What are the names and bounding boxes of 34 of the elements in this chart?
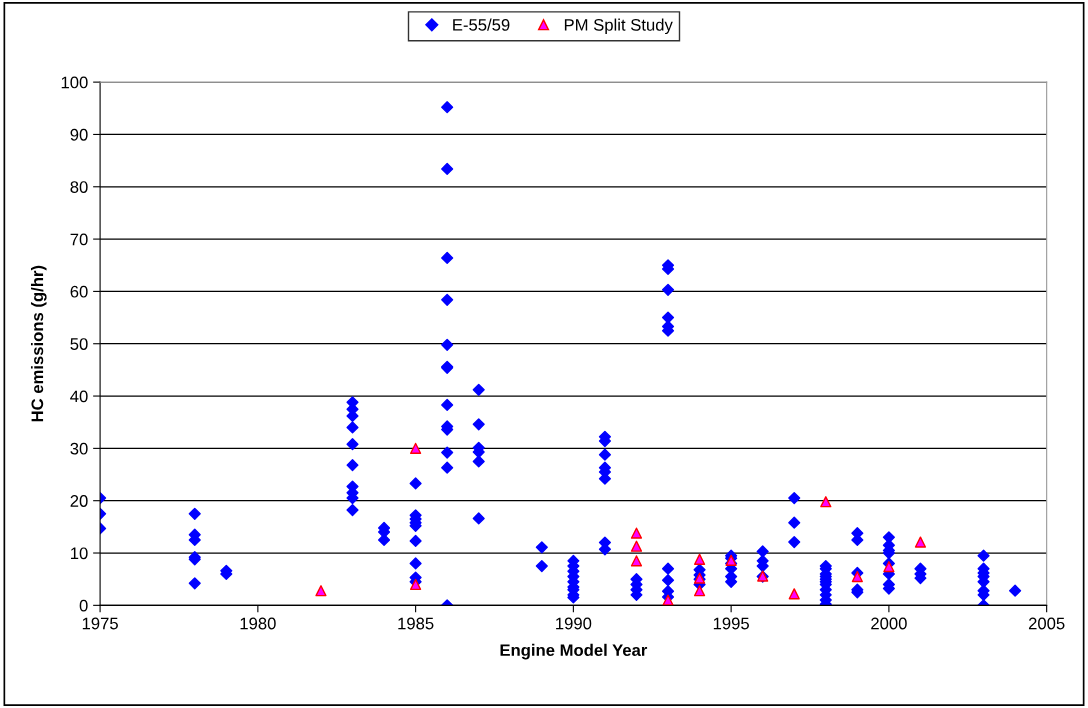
y-tick-label: 0 [79, 599, 88, 612]
point [630, 527, 643, 539]
x-tick-label: 1975 [82, 617, 118, 630]
x-axis-title: Engine Model Year [500, 643, 648, 660]
legend-label: PM Split Study [564, 18, 673, 35]
point [630, 540, 643, 552]
x-tick-label: 2005 [1028, 617, 1065, 630]
point [410, 442, 422, 454]
point [315, 585, 327, 597]
y-tick-label: 100 [61, 76, 88, 89]
y-tick-label: 50 [70, 338, 88, 350]
y-tick-label: 40 [70, 390, 88, 403]
y-tick-label: 30 [70, 442, 88, 455]
y-tick-label: 90 [70, 128, 88, 141]
y-axis-title: HC emissions (g/hr) [30, 265, 47, 422]
x-tick-label: 2000 [871, 617, 907, 630]
y-tick-label: 20 [70, 495, 88, 507]
point [630, 555, 643, 567]
x-tick-label: 1985 [398, 617, 434, 630]
point [914, 536, 927, 548]
y-tick-label: 80 [70, 181, 88, 193]
point [820, 496, 832, 508]
x-tick-label: 1990 [556, 617, 592, 630]
y-tick-label: 70 [70, 233, 88, 246]
point [883, 561, 895, 573]
point [788, 588, 800, 600]
y-tick-label: 60 [70, 285, 88, 298]
x-tick-label: 1980 [240, 617, 276, 630]
x-tick-label: 1995 [713, 617, 749, 630]
point [693, 553, 706, 565]
y-tick-label: 10 [71, 547, 88, 560]
point [693, 585, 706, 597]
legend-label: E-55/59 [453, 18, 510, 31]
point [851, 570, 863, 583]
